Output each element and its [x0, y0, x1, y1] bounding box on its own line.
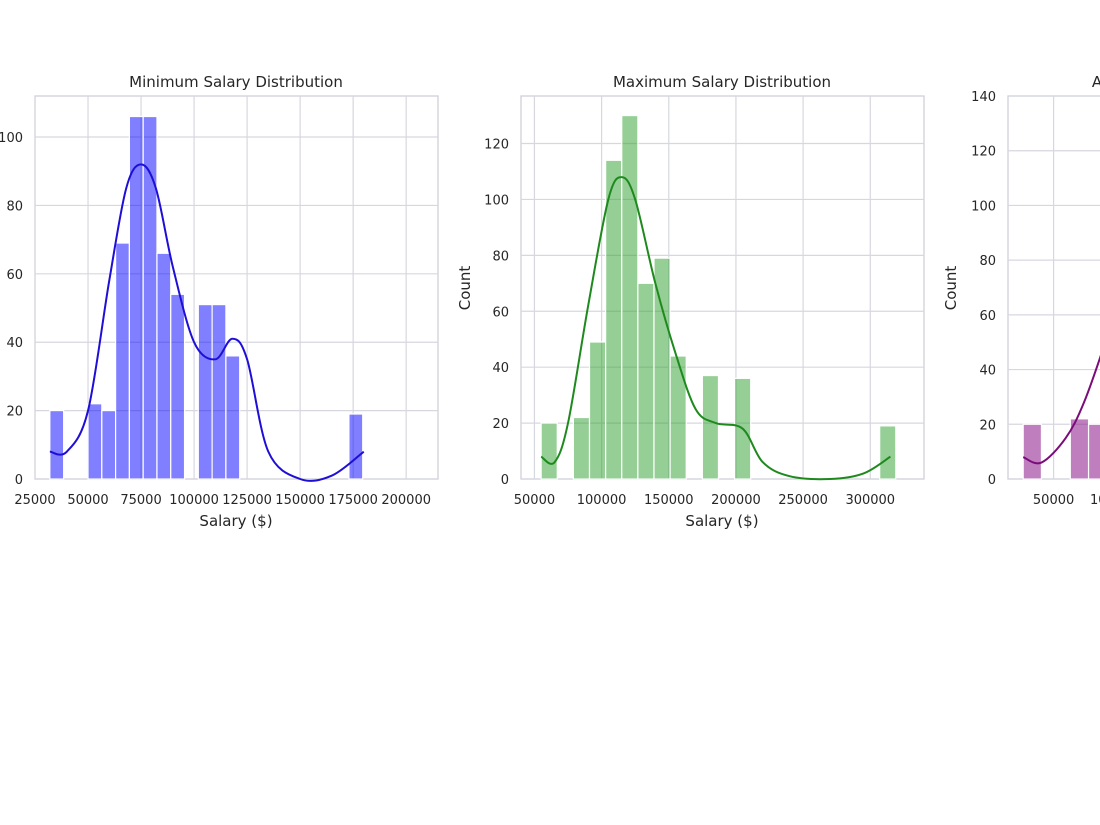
y-tick-label: 60: [979, 309, 996, 324]
histogram-bar: [87, 403, 103, 480]
x-tick-label: 100000: [169, 493, 219, 508]
histogram-bar: [142, 115, 158, 480]
y-tick-label: 140: [971, 90, 996, 105]
min-salary-panel: Minimum Salary Distribution Salary ($) 0…: [0, 73, 439, 530]
x-tick-label: 125000: [222, 493, 272, 508]
histogram-bar: [605, 159, 623, 480]
y-tick-label: 120: [484, 138, 509, 153]
histogram-bar: [114, 242, 130, 480]
histogram-bar: [348, 413, 364, 480]
y-tick-label: 20: [979, 418, 996, 433]
histogram-bar: [197, 303, 213, 480]
y-tick-label: 20: [6, 405, 23, 420]
y-axis-label: Count: [456, 266, 474, 311]
x-tick-label: 150000: [275, 493, 325, 508]
panel-title: Maximum Salary Distribution: [613, 73, 831, 91]
x-tick-label: 50000: [67, 493, 108, 508]
histogram-bar: [211, 303, 227, 480]
y-tick-label: 40: [979, 364, 996, 379]
x-tick-label: 50000: [514, 493, 555, 508]
histogram-bar: [540, 422, 558, 480]
x-tick-label: 175000: [328, 493, 378, 508]
histogram-bar: [621, 114, 639, 480]
y-tick-label: 80: [979, 254, 996, 269]
histogram-bar: [637, 282, 655, 480]
x-tick-label: 250000: [778, 493, 828, 508]
x-tick-label: 300000: [845, 493, 895, 508]
y-tick-label: 40: [492, 361, 509, 376]
x-tick-label: 10: [1090, 493, 1100, 508]
y-tick-label: 100: [0, 131, 23, 146]
x-tick-label: 50000: [1033, 493, 1074, 508]
y-tick-label: 60: [492, 305, 509, 320]
kde-curve: [1022, 354, 1100, 465]
histogram-bar: [49, 410, 65, 480]
histogram-bar: [1022, 423, 1043, 480]
histogram-bar: [101, 410, 117, 480]
y-tick-label: 100: [484, 193, 509, 208]
x-tick-label: 200000: [381, 493, 431, 508]
y-tick-label: 80: [492, 249, 509, 264]
histogram-bar: [588, 341, 607, 480]
histogram-bar: [701, 374, 720, 480]
x-tick-label: 75000: [120, 493, 161, 508]
y-tick-label: 80: [6, 199, 23, 214]
kde-curve: [540, 176, 891, 481]
y-axis-label: Count: [942, 266, 960, 311]
max-salary-panel: Maximum Salary Distribution Salary ($) C…: [456, 73, 925, 530]
histogram-bar: [669, 355, 687, 480]
x-tick-label: 25000: [14, 493, 55, 508]
x-axis-label: Salary ($): [199, 512, 272, 530]
x-tick-label: 100000: [577, 493, 627, 508]
histogram-bar: [225, 355, 241, 480]
y-tick-label: 120: [971, 145, 996, 160]
y-tick-label: 100: [971, 199, 996, 214]
histogram-bar: [128, 115, 144, 480]
y-tick-label: 40: [6, 336, 23, 351]
third-salary-panel: A Count 0 20 40 60 80 100 120 140 50000 10: [942, 73, 1100, 508]
x-axis-label: Salary ($): [685, 512, 758, 530]
y-tick-label: 20: [492, 417, 509, 432]
histogram-bar: [1087, 423, 1100, 480]
x-tick-label: 150000: [644, 493, 694, 508]
histogram-bar: [879, 425, 897, 480]
panel-title: A: [1092, 73, 1100, 91]
y-tick-label: 0: [988, 473, 996, 488]
histogram-bar: [156, 252, 172, 480]
kde-curve: [49, 163, 365, 482]
panel-title: Minimum Salary Distribution: [129, 73, 343, 91]
y-tick-label: 60: [6, 268, 23, 283]
histogram-bar: [572, 416, 591, 480]
x-tick-label: 200000: [711, 493, 761, 508]
histogram-bar: [170, 293, 186, 480]
y-tick-label: 0: [501, 473, 509, 488]
y-tick-label: 0: [15, 473, 23, 488]
